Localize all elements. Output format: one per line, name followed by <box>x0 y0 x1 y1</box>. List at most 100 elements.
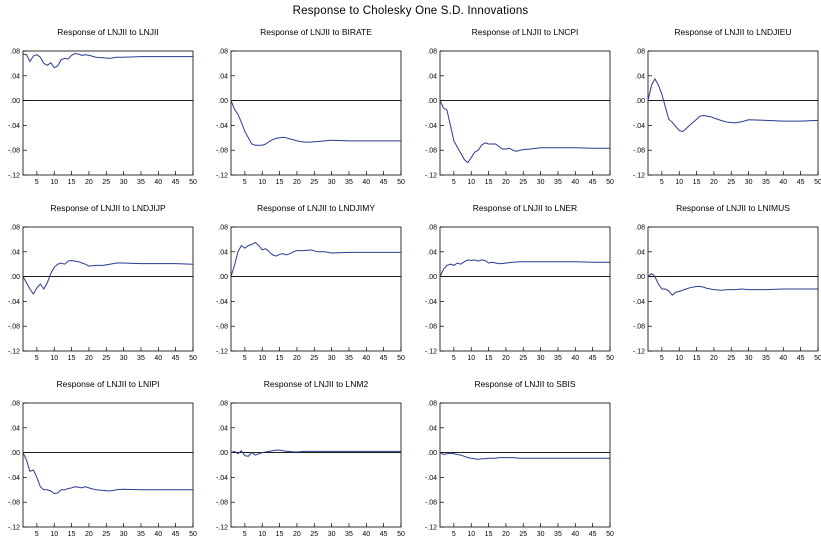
y-tick-label: -.04 <box>633 299 645 306</box>
x-tick-label: 45 <box>589 355 597 362</box>
y-tick-label: .04 <box>427 425 437 432</box>
y-tick-label: .00 <box>635 274 645 281</box>
y-tick-label: .04 <box>218 73 228 80</box>
x-tick-label: 30 <box>537 355 545 362</box>
x-tick-label: 50 <box>189 179 197 186</box>
y-tick-label: .00 <box>218 98 228 105</box>
x-tick-label: 35 <box>554 531 562 538</box>
y-tick-label: .00 <box>427 450 437 457</box>
y-tick-label: -.12 <box>425 173 437 180</box>
response-line <box>439 452 610 460</box>
y-tick-label: .00 <box>427 98 437 105</box>
x-tick-label: 35 <box>345 179 353 186</box>
y-tick-label: -.04 <box>8 123 20 130</box>
x-tick-label: 25 <box>519 179 527 186</box>
plot-frame <box>230 402 402 528</box>
response-line <box>230 100 401 146</box>
x-tick-label: 20 <box>85 355 93 362</box>
x-tick-label: 30 <box>745 355 753 362</box>
y-tick-label: .04 <box>10 425 20 432</box>
x-tick-label: 10 <box>50 179 58 186</box>
plot-frame <box>439 226 611 352</box>
x-tick-label: 30 <box>120 355 128 362</box>
x-tick-label: 35 <box>137 531 145 538</box>
x-tick-label: 35 <box>345 355 353 362</box>
x-tick-label: 50 <box>189 531 197 538</box>
x-tick-label: 15 <box>485 179 493 186</box>
y-tick-label: -.08 <box>8 324 20 331</box>
y-tick-label: -.08 <box>216 324 228 331</box>
y-tick-label: -.12 <box>8 349 20 356</box>
x-tick-label: 5 <box>452 179 456 186</box>
x-tick-label: 20 <box>85 179 93 186</box>
x-tick-label: 25 <box>310 531 318 538</box>
response-line <box>439 259 610 277</box>
response-line <box>22 452 193 495</box>
x-tick-label: 45 <box>172 179 180 186</box>
y-tick-label: .00 <box>10 274 20 281</box>
y-tick-label: .08 <box>218 225 228 232</box>
y-tick-label: -.04 <box>216 299 228 306</box>
x-tick-label: 30 <box>328 355 336 362</box>
x-tick-label: 45 <box>589 179 597 186</box>
x-tick-label: 45 <box>380 355 388 362</box>
y-tick-label: -.12 <box>216 525 228 532</box>
x-tick-label: 30 <box>328 531 336 538</box>
y-tick-label: .08 <box>10 49 20 56</box>
x-tick-label: 35 <box>137 355 145 362</box>
x-tick-label: 50 <box>397 179 405 186</box>
x-tick-label: 35 <box>345 531 353 538</box>
x-tick-label: 35 <box>137 179 145 186</box>
panel-title: Response of LNJII to BIRATE <box>260 27 372 37</box>
panel-title: Response of LNJII to LNDJIJP <box>50 203 166 213</box>
y-tick-label: -.04 <box>8 299 20 306</box>
y-tick-label: -.04 <box>8 475 20 482</box>
x-tick-label: 15 <box>276 179 284 186</box>
x-tick-label: 40 <box>779 355 787 362</box>
x-tick-label: 50 <box>814 355 821 362</box>
y-tick-label: .08 <box>635 49 645 56</box>
x-tick-label: 25 <box>727 179 735 186</box>
x-tick-label: 45 <box>797 179 805 186</box>
x-tick-label: 15 <box>68 355 76 362</box>
y-tick-label: .08 <box>10 225 20 232</box>
plot-frame <box>647 50 819 176</box>
x-tick-label: 50 <box>397 355 405 362</box>
y-tick-label: -.08 <box>216 500 228 507</box>
x-tick-label: 15 <box>276 531 284 538</box>
y-tick-label: .08 <box>427 49 437 56</box>
y-tick-label: -.04 <box>216 123 228 130</box>
y-tick-label: -.12 <box>8 173 20 180</box>
y-tick-label: -.08 <box>8 500 20 507</box>
x-tick-label: 20 <box>710 355 718 362</box>
y-tick-label: .04 <box>427 249 437 256</box>
y-tick-label: -.12 <box>633 349 645 356</box>
response-line <box>647 77 819 133</box>
x-tick-label: 5 <box>35 355 39 362</box>
x-tick-label: 40 <box>154 355 162 362</box>
x-tick-label: 15 <box>68 179 76 186</box>
y-tick-label: -.12 <box>425 349 437 356</box>
y-tick-label: .04 <box>218 249 228 256</box>
y-tick-label: -.08 <box>633 324 645 331</box>
x-tick-label: 15 <box>693 355 701 362</box>
plot-frame <box>439 402 611 528</box>
x-tick-label: 10 <box>467 355 475 362</box>
plot-frame <box>230 226 402 352</box>
x-tick-label: 20 <box>85 531 93 538</box>
x-tick-label: 20 <box>710 179 718 186</box>
y-tick-label: -.08 <box>425 500 437 507</box>
x-tick-label: 15 <box>693 179 701 186</box>
y-tick-label: -.04 <box>425 123 437 130</box>
panel-title: Response of LNJII to LNDJIMY <box>257 203 375 213</box>
plot-frame <box>230 50 402 176</box>
response-line <box>230 449 401 457</box>
y-tick-label: .08 <box>218 49 228 56</box>
chart-main-title: Response to Cholesky One S.D. Innovation… <box>292 5 529 17</box>
y-tick-label: .04 <box>10 73 20 80</box>
x-tick-label: 25 <box>310 179 318 186</box>
x-tick-label: 10 <box>258 531 266 538</box>
y-tick-label: -.08 <box>216 148 228 155</box>
y-tick-label: .00 <box>218 274 228 281</box>
x-tick-label: 5 <box>35 531 39 538</box>
